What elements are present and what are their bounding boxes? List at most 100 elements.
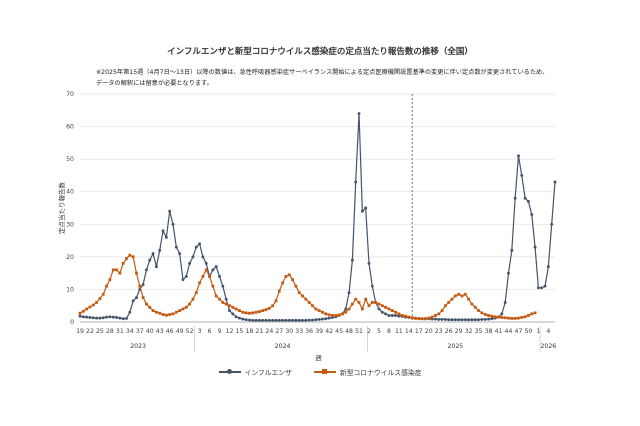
x-tick-label: 52 — [186, 328, 194, 335]
x-tick-label: 40 — [146, 328, 154, 335]
data-point-influenza — [520, 173, 524, 177]
data-point-covid — [85, 307, 89, 311]
data-point-influenza — [158, 248, 162, 252]
data-point-covid — [88, 305, 92, 309]
data-point-influenza — [483, 317, 487, 321]
data-point-influenza — [108, 315, 112, 319]
x-tick-label: 33 — [295, 328, 303, 335]
data-point-covid — [424, 317, 427, 321]
data-point-covid — [414, 317, 417, 320]
data-point-covid — [487, 314, 490, 317]
data-point-covid — [347, 307, 351, 311]
year-label: 2026 — [540, 343, 556, 350]
data-point-influenza — [321, 317, 324, 321]
data-point-influenza — [267, 318, 271, 322]
x-tick-label: 38 — [485, 328, 493, 335]
data-point-covid — [400, 314, 404, 317]
data-point-influenza — [367, 261, 371, 265]
data-point-influenza — [467, 318, 471, 322]
data-point-covid — [151, 309, 155, 312]
data-point-covid — [101, 292, 105, 296]
data-point-influenza — [470, 318, 474, 322]
data-point-covid — [184, 305, 188, 309]
data-point-covid — [507, 316, 510, 320]
data-point-influenza — [121, 317, 125, 321]
data-point-covid — [517, 316, 520, 320]
data-point-influenza — [533, 245, 537, 249]
x-tick-label: 22 — [86, 328, 94, 335]
data-point-covid — [327, 313, 331, 317]
y-tick-label: 10 — [66, 286, 74, 293]
x-tick-label: 42 — [325, 328, 333, 335]
x-tick-label: 34 — [126, 328, 134, 335]
data-point-influenza — [440, 317, 444, 321]
data-point-influenza — [241, 317, 245, 321]
data-point-influenza — [171, 222, 175, 226]
data-point-influenza — [237, 316, 241, 320]
data-point-influenza — [95, 316, 99, 320]
x-tick-label: 8 — [387, 328, 391, 335]
data-point-influenza — [164, 235, 168, 239]
data-point-influenza — [228, 309, 231, 313]
data-point-influenza — [297, 318, 301, 322]
data-point-influenza — [105, 315, 109, 319]
data-point-influenza — [91, 316, 95, 320]
note-line-2: データの解釈には留意が必要となります。 — [96, 80, 213, 87]
x-tick-label: 47 — [515, 328, 523, 335]
data-point-covid — [105, 284, 108, 288]
data-point-covid — [460, 294, 464, 298]
data-point-covid — [341, 312, 344, 316]
data-point-influenza — [118, 316, 122, 320]
data-point-covid — [267, 306, 271, 310]
x-tick-label: 50 — [524, 328, 532, 335]
data-point-influenza — [370, 284, 374, 288]
data-point-influenza — [317, 317, 321, 321]
data-point-influenza — [115, 315, 118, 319]
x-tick-label: 20 — [425, 328, 433, 335]
data-point-covid — [234, 307, 238, 311]
data-point-covid — [301, 294, 304, 298]
data-point-influenza — [354, 180, 358, 184]
data-point-covid — [164, 313, 168, 317]
data-point-covid — [523, 315, 527, 319]
data-point-influenza — [394, 314, 398, 317]
x-tick-label: 48 — [345, 328, 353, 335]
x-tick-label: 39 — [315, 328, 323, 335]
y-tick-label: 50 — [66, 156, 74, 163]
x-tick-label: 17 — [415, 328, 423, 335]
data-point-covid — [493, 315, 497, 319]
data-point-influenza — [357, 112, 361, 115]
data-point-influenza — [231, 312, 235, 316]
x-tick-label: 31 — [116, 328, 124, 335]
data-point-covid — [440, 309, 444, 312]
data-point-influenza — [453, 318, 457, 322]
data-point-covid — [194, 291, 198, 295]
data-point-covid — [311, 304, 314, 308]
data-point-covid — [457, 292, 461, 296]
data-point-influenza — [284, 318, 288, 322]
data-point-covid — [128, 253, 132, 257]
data-point-influenza — [287, 318, 291, 322]
x-tick-label: 26 — [445, 328, 453, 335]
data-point-covid — [224, 302, 228, 306]
data-point-influenza — [350, 258, 354, 262]
data-point-covid — [178, 309, 182, 312]
data-point-covid — [254, 310, 258, 314]
data-point-covid — [251, 311, 255, 315]
data-point-covid — [513, 317, 517, 320]
data-point-covid — [503, 316, 507, 320]
data-point-influenza — [194, 245, 198, 249]
legend-label-covid: 新型コロナウイルス感染症 — [339, 369, 422, 377]
data-point-influenza — [277, 318, 281, 322]
data-point-covid — [480, 311, 484, 315]
data-point-influenza — [443, 317, 447, 321]
data-point-covid — [168, 313, 172, 316]
data-point-influenza — [125, 316, 128, 320]
data-point-covid — [95, 301, 99, 304]
data-point-covid — [420, 317, 424, 321]
data-point-influenza — [131, 299, 135, 303]
data-point-covid — [317, 309, 321, 312]
data-point-covid — [241, 310, 245, 314]
data-point-influenza — [174, 245, 178, 249]
data-point-covid — [145, 302, 148, 306]
